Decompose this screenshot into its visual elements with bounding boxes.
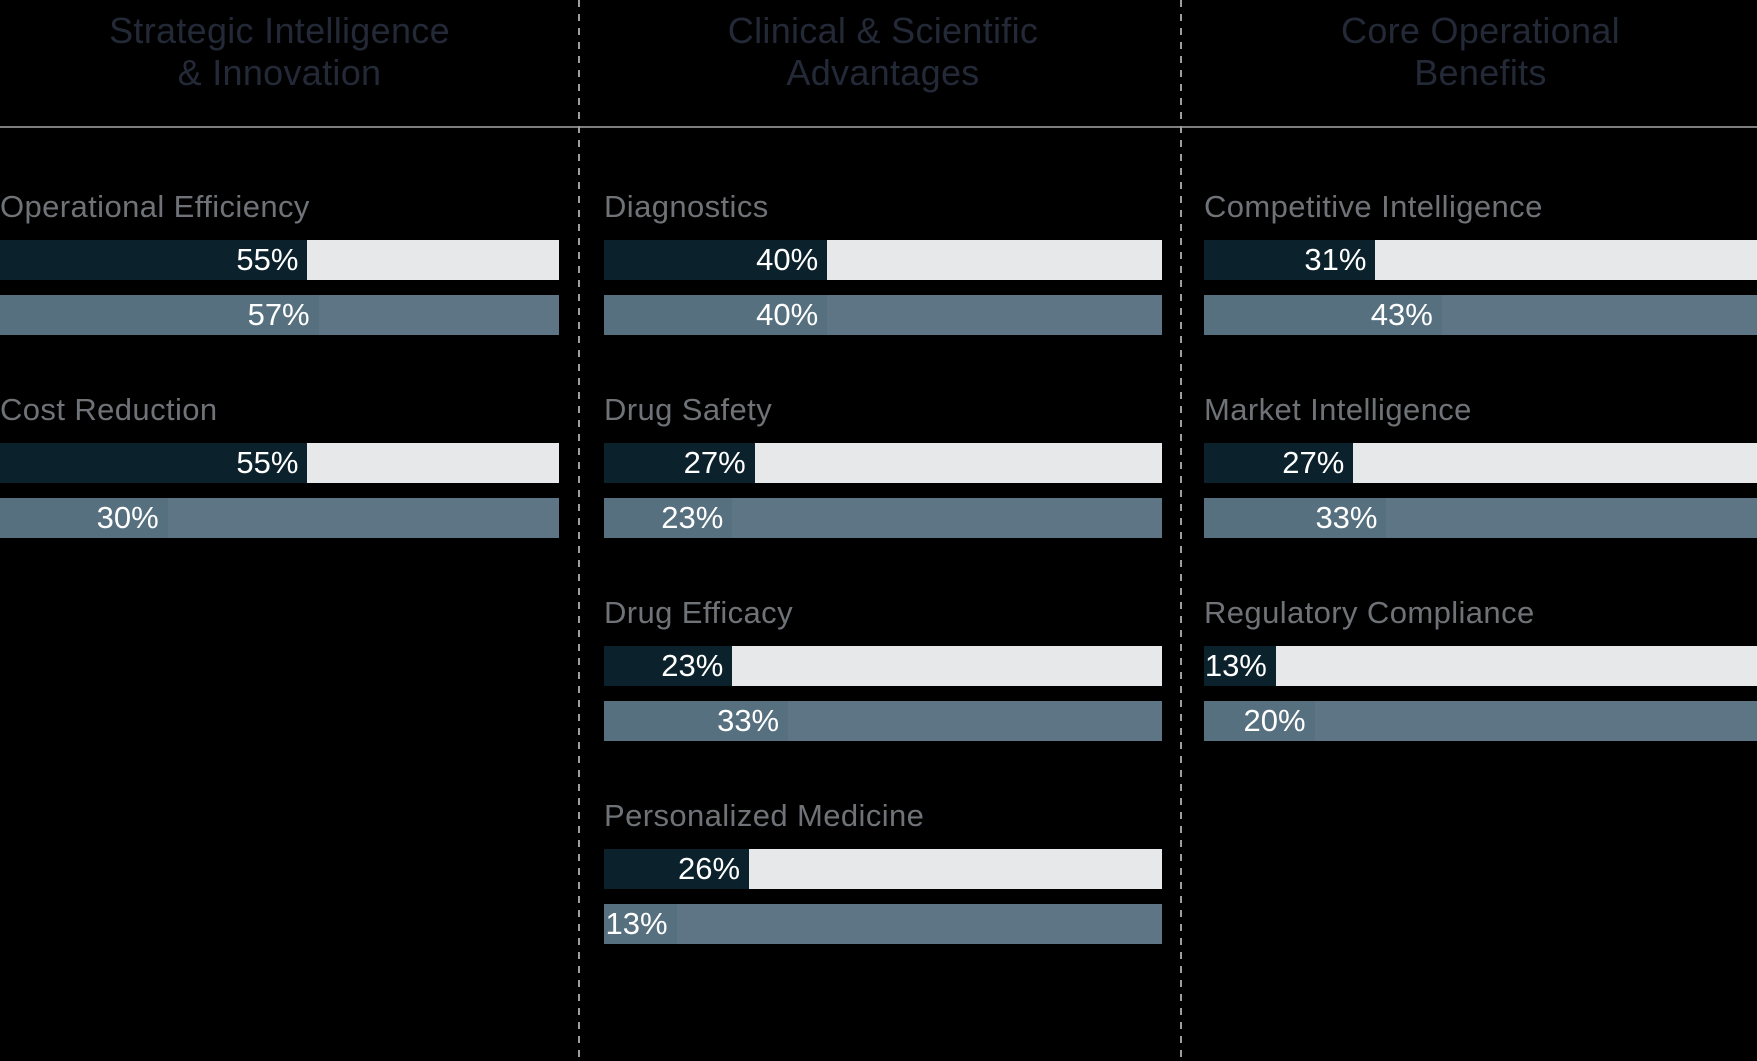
category-label: Drug Efficacy — [604, 595, 793, 630]
series2-bar-fill: 13% — [604, 904, 677, 944]
value-label: 33% — [717, 703, 780, 738]
series2-bar-fill: 33% — [604, 701, 789, 741]
value-label: 13% — [1204, 648, 1267, 683]
series1-bar-fill: 40% — [604, 240, 828, 280]
value-label: 40% — [756, 242, 819, 277]
series2-bar-track: 30% — [0, 498, 559, 538]
value-label: 55% — [236, 242, 299, 277]
series2-bar-fill: 23% — [604, 498, 733, 538]
column-header: Clinical & Scientific Advantages — [604, 10, 1162, 94]
column-header-line: Strategic Intelligence — [109, 10, 450, 51]
category-row: Competitive Intelligence 31% 43% — [1204, 190, 1757, 335]
series1-bar-track: 23% — [604, 646, 1162, 686]
value-label: 57% — [247, 297, 310, 332]
value-label: 31% — [1304, 242, 1367, 277]
value-label: 26% — [678, 851, 741, 886]
category-row: Drug Efficacy 23% 33% — [604, 596, 1162, 741]
series2-bar-track: 20% — [1204, 701, 1757, 741]
category-row: Diagnostics 40% 40% — [604, 190, 1162, 335]
series2-bar-track: 13% — [604, 904, 1162, 944]
series1-bar-fill: 27% — [1204, 443, 1354, 483]
column-header-line: Benefits — [1414, 52, 1547, 93]
series2-bar-fill: 33% — [1204, 498, 1387, 538]
series1-bar-fill: 55% — [0, 443, 308, 483]
series1-bar-fill: 26% — [604, 849, 750, 889]
series1-bar-track: 31% — [1204, 240, 1757, 280]
series1-bar-track: 26% — [604, 849, 1162, 889]
column-separator-1 — [578, 0, 580, 1061]
category-label: Regulatory Compliance — [1204, 595, 1535, 630]
series2-bar-fill: 43% — [1204, 295, 1442, 335]
series1-bar-fill: 13% — [1204, 646, 1276, 686]
category-label: Competitive Intelligence — [1204, 189, 1543, 224]
column-header-line: Advantages — [786, 52, 980, 93]
category-row: Operational Efficiency 55% 57% — [0, 190, 559, 335]
category-label: Personalized Medicine — [604, 798, 925, 833]
category-label: Market Intelligence — [1204, 392, 1472, 427]
value-label: 43% — [1370, 297, 1433, 332]
value-label: 23% — [661, 500, 724, 535]
series1-bar-track: 13% — [1204, 646, 1757, 686]
series2-bar-fill: 20% — [1204, 701, 1315, 741]
value-label: 20% — [1243, 703, 1306, 738]
series1-bar-fill: 27% — [604, 443, 755, 483]
series1-bar-track: 55% — [0, 443, 559, 483]
series2-bar-track: 40% — [604, 295, 1162, 335]
series2-bar-fill: 30% — [0, 498, 168, 538]
series2-bar-track: 43% — [1204, 295, 1757, 335]
series2-bar-track: 23% — [604, 498, 1162, 538]
series1-bar-track: 55% — [0, 240, 559, 280]
series2-bar-track: 57% — [0, 295, 559, 335]
category-row: Cost Reduction 55% 30% — [0, 393, 559, 538]
category-row: Regulatory Compliance 13% 20% — [1204, 596, 1757, 741]
series1-bar-track: 40% — [604, 240, 1162, 280]
category-row: Drug Safety 27% 23% — [604, 393, 1162, 538]
series1-bar-fill: 31% — [1204, 240, 1376, 280]
category-row: Market Intelligence 27% 33% — [1204, 393, 1757, 538]
series2-bar-fill: 40% — [604, 295, 828, 335]
header-divider-line — [0, 126, 1757, 128]
column-header: Core Operational Benefits — [1204, 10, 1757, 94]
column-header-line: & Innovation — [177, 52, 382, 93]
series2-bar-fill: 57% — [0, 295, 319, 335]
series1-bar-fill: 55% — [0, 240, 308, 280]
value-label: 30% — [96, 500, 159, 535]
value-label: 40% — [756, 297, 819, 332]
value-label: 33% — [1315, 500, 1378, 535]
column-header-line: Core Operational — [1341, 10, 1620, 51]
value-label: 13% — [605, 906, 668, 941]
series2-bar-track: 33% — [604, 701, 1162, 741]
category-label: Cost Reduction — [0, 392, 218, 427]
chart-column-1: Strategic Intelligence & Innovation Operat… — [0, 0, 559, 1061]
column-header-line: Clinical & Scientific — [727, 10, 1039, 51]
chart-column-2: Clinical & Scientific Advantages Diagnosti… — [604, 0, 1162, 1061]
series1-bar-fill: 23% — [604, 646, 733, 686]
chart-column-3: Core Operational Benefits Competitive Inte… — [1204, 0, 1757, 1061]
category-row: Personalized Medicine 26% 13% — [604, 799, 1162, 944]
category-label: Drug Safety — [604, 392, 773, 427]
series1-bar-track: 27% — [1204, 443, 1757, 483]
value-label: 55% — [236, 445, 299, 480]
series1-bar-track: 27% — [604, 443, 1162, 483]
category-label: Operational Efficiency — [0, 189, 310, 224]
series2-bar-track: 33% — [1204, 498, 1757, 538]
value-label: 27% — [683, 445, 746, 480]
value-label: 27% — [1282, 445, 1345, 480]
value-label: 23% — [661, 648, 724, 683]
column-header: Strategic Intelligence & Innovation — [0, 10, 559, 94]
category-label: Diagnostics — [604, 189, 769, 224]
column-separator-2 — [1180, 0, 1182, 1061]
